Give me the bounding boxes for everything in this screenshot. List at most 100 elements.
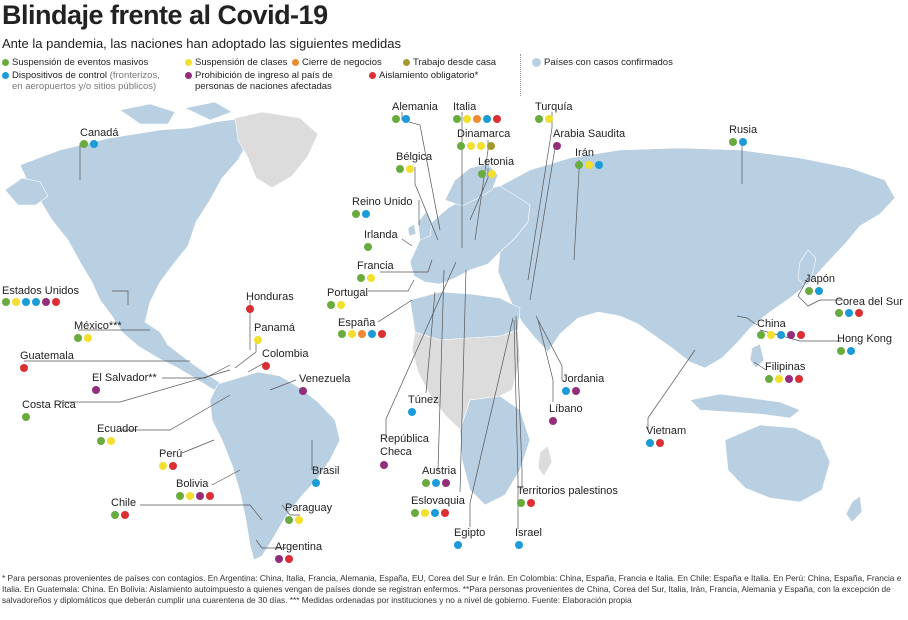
measure-dot-mass-events bbox=[2, 298, 10, 306]
measure-dots-republica-checa bbox=[380, 461, 390, 469]
measure-dot-mass-events bbox=[357, 274, 365, 282]
measure-dots-belgica bbox=[396, 165, 416, 173]
measure-dot-control-devices bbox=[845, 309, 853, 317]
measure-dot-mass-events bbox=[338, 330, 346, 338]
country-label-territorios-palestinos: Territorios palestinos bbox=[517, 485, 618, 497]
land-indonesia bbox=[689, 393, 801, 419]
legend-item-business-closure: Cierre de negocios bbox=[292, 57, 382, 68]
measure-dots-territorios-palestinos bbox=[517, 499, 537, 507]
legend-swatch-purple bbox=[185, 72, 192, 79]
measure-dot-class-suspension bbox=[186, 492, 194, 500]
measure-dots-arabia-saudita bbox=[553, 142, 563, 150]
legend-label-note: (fronterizos, bbox=[109, 70, 160, 81]
measure-dot-class-suspension bbox=[254, 336, 262, 344]
country-label-alemania: Alemania bbox=[392, 101, 438, 113]
country-label-chile: Chile bbox=[111, 497, 137, 509]
measure-dots-letonia bbox=[478, 170, 498, 178]
measure-dot-control-devices bbox=[431, 509, 439, 517]
measure-dot-quarantine bbox=[52, 298, 60, 306]
measure-dot-entry-ban bbox=[196, 492, 204, 500]
measure-dot-control-devices bbox=[368, 330, 376, 338]
measure-dot-class-suspension bbox=[107, 437, 115, 445]
measure-dot-class-suspension bbox=[767, 331, 775, 339]
measure-dots-tunez bbox=[408, 408, 418, 416]
land-central-africa bbox=[411, 329, 521, 431]
legend-item-remote-work: Trabajo desde casa bbox=[403, 57, 496, 68]
measure-dots-rusia bbox=[729, 138, 749, 146]
measure-dots-filipinas bbox=[765, 375, 805, 383]
measure-dot-control-devices bbox=[402, 115, 410, 123]
country-label-peru: Perú bbox=[159, 448, 183, 460]
legend-swatch-olive bbox=[403, 59, 410, 66]
measure-dot-control-devices bbox=[32, 298, 40, 306]
measure-dot-class-suspension bbox=[406, 165, 414, 173]
measure-dot-mass-events bbox=[517, 499, 525, 507]
country-label-tunez: Túnez bbox=[408, 394, 439, 406]
measure-dot-control-devices bbox=[595, 161, 603, 169]
land-philippines bbox=[749, 343, 765, 369]
measure-dot-quarantine bbox=[795, 375, 803, 383]
measure-dots-espana bbox=[338, 330, 388, 338]
country-label-mexico: México*** bbox=[74, 320, 122, 332]
country-label-vietnam: Vietnam bbox=[646, 425, 687, 437]
land-canadian-arctic bbox=[119, 101, 233, 125]
measure-dots-alemania bbox=[392, 115, 412, 123]
measure-dot-control-devices bbox=[739, 138, 747, 146]
measure-dot-mass-events bbox=[22, 413, 30, 421]
measure-dot-mass-events bbox=[805, 287, 813, 295]
measure-dot-mass-events bbox=[457, 142, 465, 150]
measure-dot-control-devices bbox=[646, 439, 654, 447]
measure-dot-mass-events bbox=[97, 437, 105, 445]
measure-dot-class-suspension bbox=[348, 330, 356, 338]
measure-dot-mass-events bbox=[396, 165, 404, 173]
measure-dot-control-devices bbox=[483, 115, 491, 123]
country-label-austria: Austria bbox=[422, 465, 457, 477]
measure-dot-entry-ban bbox=[42, 298, 50, 306]
measure-dots-panama bbox=[254, 336, 264, 344]
measure-dot-quarantine bbox=[797, 331, 805, 339]
country-label-el-salvador: El Salvador** bbox=[92, 372, 157, 384]
country-label-irlanda: Irlanda bbox=[364, 229, 398, 241]
measure-dot-quarantine bbox=[285, 555, 293, 563]
legend-separator bbox=[520, 54, 521, 96]
measure-dot-mass-events bbox=[478, 170, 486, 178]
country-label-rusia: Rusia bbox=[729, 124, 758, 136]
measure-dots-honduras bbox=[246, 305, 256, 313]
measure-dot-control-devices bbox=[432, 479, 440, 487]
legend-swatch-light-blue bbox=[532, 58, 541, 67]
country-label-canada: Canadá bbox=[80, 127, 119, 139]
country-label-portugal: Portugal bbox=[327, 287, 368, 299]
legend-swatch-green bbox=[2, 59, 9, 66]
measure-dot-control-devices bbox=[847, 347, 855, 355]
legend-label: Suspensión de clases bbox=[195, 57, 288, 68]
map-title: Blindaje frente al Covid-19 bbox=[2, 0, 328, 30]
measure-dot-mass-events bbox=[364, 243, 372, 251]
measure-dots-ecuador bbox=[97, 437, 117, 445]
legend-label: Dispositivos de control (fronterizos, bbox=[2, 70, 160, 81]
measure-dots-eslovaquia bbox=[411, 509, 451, 517]
land-greenland bbox=[234, 111, 319, 189]
country-label-ecuador: Ecuador bbox=[97, 423, 138, 435]
measure-dot-mass-events bbox=[352, 210, 360, 218]
measure-dots-costa-rica bbox=[22, 413, 32, 421]
legend-swatch-red bbox=[369, 72, 376, 79]
measure-dots-vietnam bbox=[646, 439, 666, 447]
land-new-zealand bbox=[845, 495, 863, 523]
country-label-colombia: Colombia bbox=[262, 348, 309, 360]
measure-dot-mass-events bbox=[80, 140, 88, 148]
measure-dot-quarantine bbox=[493, 115, 501, 123]
measure-dot-class-suspension bbox=[421, 509, 429, 517]
measure-dot-control-devices bbox=[362, 210, 370, 218]
measure-dot-control-devices bbox=[90, 140, 98, 148]
legend-label-main: Dispositivos de control bbox=[12, 70, 108, 81]
country-label-espana: España bbox=[338, 317, 376, 329]
measure-dots-chile bbox=[111, 511, 131, 519]
country-label-honduras: Honduras bbox=[246, 291, 294, 303]
legend-item-classes: Suspensión de clases bbox=[185, 57, 287, 68]
legend-item-confirmed-cases: Países con casos confirmados bbox=[532, 57, 673, 68]
country-label-japon: Japón bbox=[805, 273, 835, 285]
measure-dot-class-suspension bbox=[84, 334, 92, 342]
legend-label-note-2: en aeropuertos y/o sitios públicos) bbox=[12, 81, 157, 92]
land-japan bbox=[797, 249, 817, 287]
land-ireland bbox=[407, 223, 417, 237]
